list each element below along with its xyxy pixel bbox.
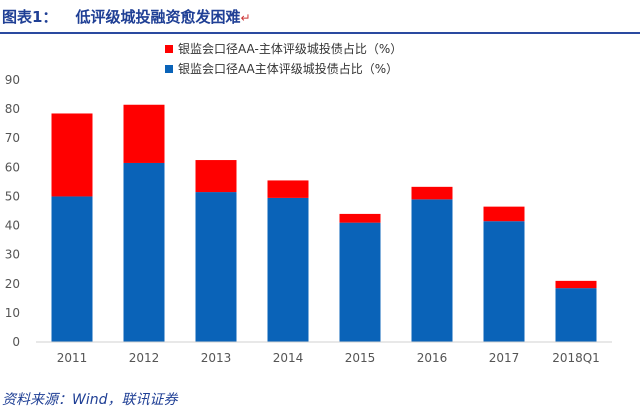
bar-segment bbox=[483, 206, 525, 222]
legend-swatch bbox=[165, 65, 173, 73]
y-tick-label: 90 bbox=[5, 73, 20, 87]
y-tick-label: 70 bbox=[5, 131, 20, 145]
y-tick-label: 10 bbox=[5, 306, 20, 320]
bar-segment bbox=[339, 213, 381, 223]
title-underline bbox=[0, 32, 640, 34]
bar-segment bbox=[411, 199, 453, 342]
x-tick-label: 2017 bbox=[489, 351, 520, 365]
bar-segment bbox=[483, 221, 525, 342]
figure-title-text: 低评级城投融资愈发困难 bbox=[75, 8, 241, 26]
bar-segment bbox=[267, 197, 309, 342]
y-tick-label: 30 bbox=[5, 248, 20, 262]
paragraph-mark: ↵ bbox=[240, 11, 251, 25]
x-tick-label: 2013 bbox=[201, 351, 232, 365]
x-tick-label: 2018Q1 bbox=[552, 351, 600, 365]
bar-segment bbox=[555, 280, 597, 289]
y-tick-label: 60 bbox=[5, 160, 20, 174]
x-tick-label: 2012 bbox=[129, 351, 160, 365]
bar-segment bbox=[555, 288, 597, 342]
bar-segment bbox=[267, 180, 309, 198]
bars bbox=[51, 104, 597, 342]
x-tick-label: 2015 bbox=[345, 351, 376, 365]
figure-number: 图表1： bbox=[2, 8, 58, 26]
x-axis: 2011 2012 2013 2014 2015 2016 2017 2018Q1 bbox=[36, 341, 612, 365]
bar-segment bbox=[123, 162, 165, 342]
y-tick-label: 20 bbox=[5, 277, 20, 291]
legend-label: 银监会口径AA-主体评级城投债占比（%） bbox=[178, 41, 402, 56]
bar-segment bbox=[195, 160, 237, 193]
x-tick-label: 2014 bbox=[273, 351, 304, 365]
y-tick-label: 40 bbox=[5, 219, 20, 233]
legend-swatch bbox=[165, 45, 173, 53]
bar-segment bbox=[411, 186, 453, 200]
y-axis: 0 10 20 30 40 50 60 70 80 90 bbox=[5, 73, 20, 349]
bar-segment bbox=[339, 222, 381, 342]
y-tick-label: 50 bbox=[5, 189, 20, 203]
y-tick-label: 0 bbox=[12, 335, 20, 349]
bar-segment bbox=[51, 196, 93, 342]
legend-label: 银监会口径AA主体评级城投债占比（%） bbox=[178, 61, 398, 76]
stacked-bar-chart: 银监会口径AA-主体评级城投债占比（%）银监会口径AA主体评级城投债占比（%） … bbox=[5, 41, 612, 365]
x-tick-label: 2016 bbox=[417, 351, 448, 365]
bar-segment bbox=[195, 192, 237, 342]
x-tick-label: 2011 bbox=[57, 351, 88, 365]
bar-segment bbox=[51, 113, 93, 197]
y-tick-label: 80 bbox=[5, 102, 20, 116]
bar-segment bbox=[123, 104, 165, 163]
source-note: 资料来源：Wind，联讯证券 bbox=[2, 392, 178, 408]
legend: 银监会口径AA-主体评级城投债占比（%） 银监会口径AA主体评级城投债占比（%） bbox=[165, 41, 402, 76]
figure-title: 图表1： 低评级城投融资愈发困难↵ bbox=[2, 6, 251, 30]
